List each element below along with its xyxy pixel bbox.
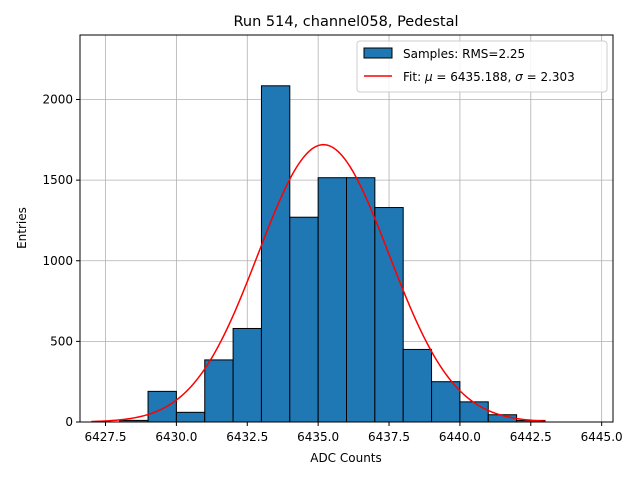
legend-samples-swatch xyxy=(363,47,393,59)
legend-box xyxy=(356,40,608,93)
x-tick-label: 6435.0 xyxy=(297,430,339,444)
histogram-bar xyxy=(289,216,319,423)
histogram-bars xyxy=(119,85,546,423)
histogram-bar xyxy=(402,348,433,423)
x-axis-ticks: 6427.5 6430.0 6432.5 6435.0 6437.5 6440.0 6442… xyxy=(85,422,623,444)
histogram-bar xyxy=(175,411,206,423)
y-axis-ticks: 0 500 1000 1500 2000 xyxy=(42,93,80,429)
y-axis-label: Entries xyxy=(15,207,29,249)
legend-fit-label: Fit: μ = 6435.188, σ = 2.303 xyxy=(403,70,575,84)
histogram-bar xyxy=(232,327,262,423)
chart-title: Run 514, channel058, Pedestal xyxy=(233,14,458,30)
histogram-bar xyxy=(374,207,404,423)
y-tick-label: 1000 xyxy=(42,254,73,268)
x-tick-label: 6432.5 xyxy=(226,430,268,444)
plot-frame xyxy=(79,34,614,423)
x-tick-label: 6442.5 xyxy=(510,430,552,444)
legend-samples-label: Samples: RMS=2.25 xyxy=(403,47,525,61)
histogram-bar xyxy=(459,401,489,423)
x-tick-label: 6427.5 xyxy=(85,430,127,444)
histogram-bar xyxy=(431,381,461,423)
histogram-bar xyxy=(260,85,291,423)
histogram-bar xyxy=(147,390,177,423)
gaussian-fit-line xyxy=(91,143,545,423)
x-axis-label: ADC Counts xyxy=(310,451,382,465)
x-tick-label: 6430.0 xyxy=(155,430,197,444)
x-tick-label: 6445.0 xyxy=(581,430,623,444)
x-tick-label: 6440.0 xyxy=(439,430,481,444)
histogram-bar xyxy=(204,359,234,423)
histogram-bar xyxy=(317,177,347,423)
x-tick-label: 6437.5 xyxy=(368,430,410,444)
legend: Samples: RMS=2.25 Fit: μ = 6435.188, σ =… xyxy=(356,40,608,93)
y-tick-label: 500 xyxy=(50,334,73,348)
y-tick-label: 0 xyxy=(65,415,73,429)
y-tick-label: 1500 xyxy=(42,173,73,187)
y-tick-label: 2000 xyxy=(42,93,73,107)
histogram-bar xyxy=(346,177,376,423)
